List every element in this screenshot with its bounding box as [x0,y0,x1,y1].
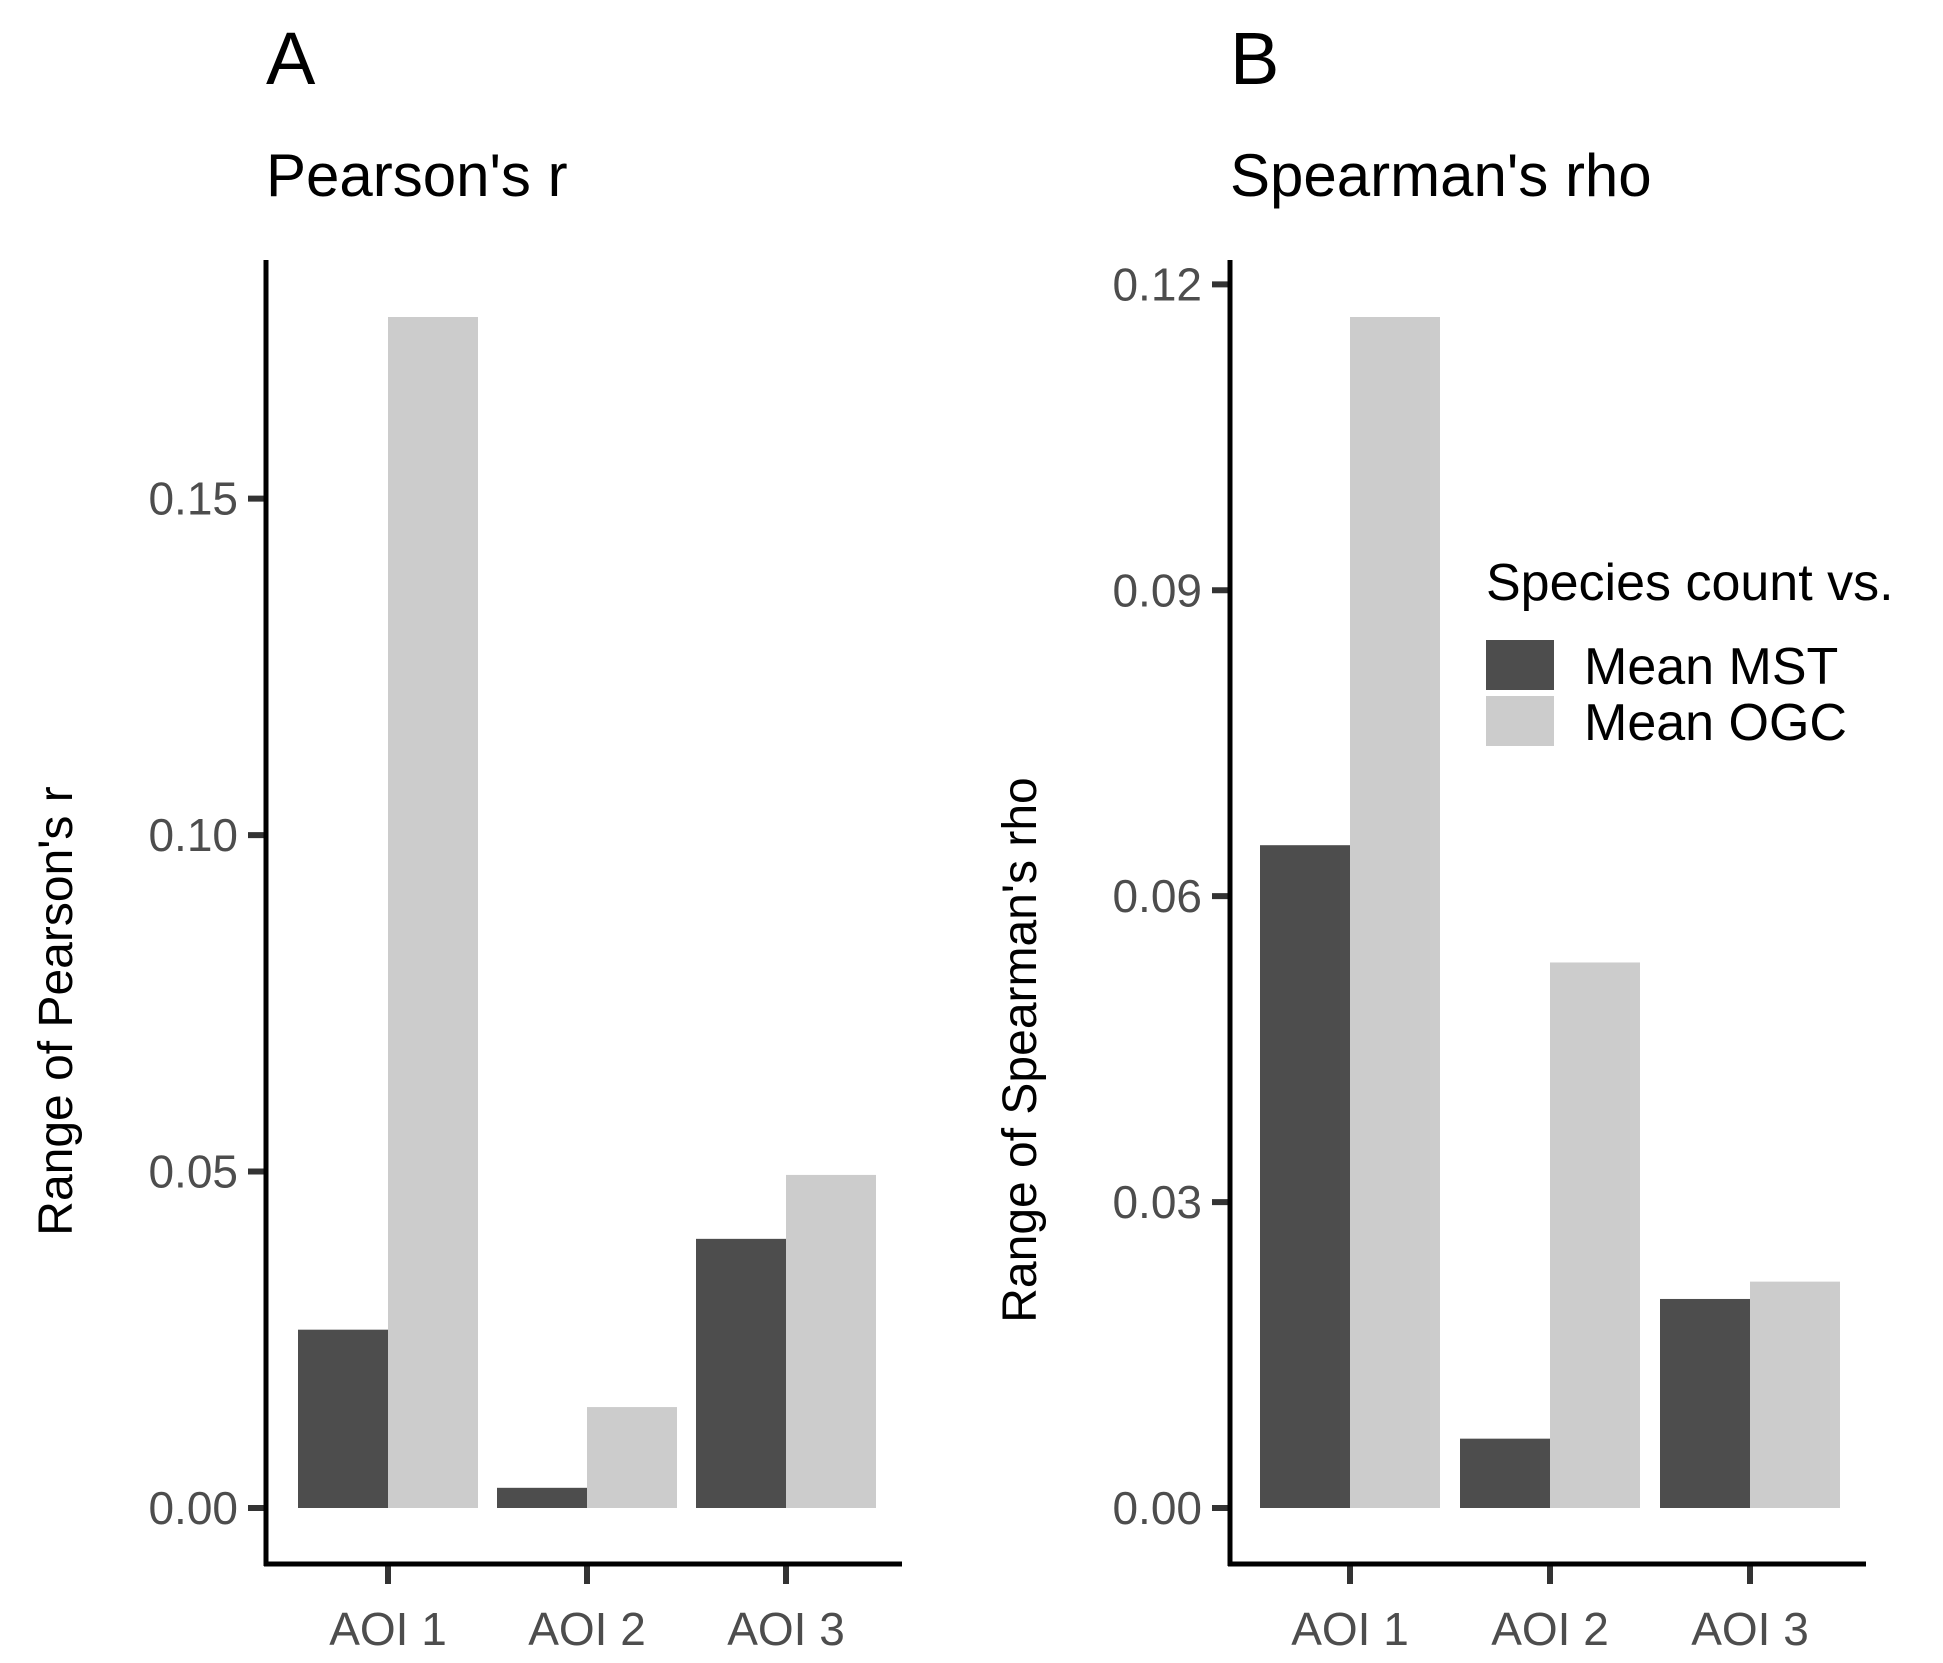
panel-a-bars [298,317,876,1508]
panel-b-y-ticks: 0.00 0.03 0.06 0.09 0.12 [1112,258,1230,1534]
legend-title: Species count vs. [1486,554,1894,612]
bar-ogc-aoi-3 [1750,1281,1840,1508]
bar-ogc-aoi-1 [1350,317,1440,1508]
bar-ogc-aoi-2 [1550,962,1640,1508]
bar-ogc-aoi-2 [587,1407,677,1508]
panel-b-y-axis-title: Range of Spearman's rho [994,777,1047,1322]
bar-ogc-aoi-3 [786,1174,876,1508]
legend-label-ogc: Mean OGC [1584,694,1847,752]
bar-mst-aoi-1 [1260,845,1350,1508]
x-tick-label: AOI 1 [329,1603,447,1655]
legend-swatch-ogc [1486,696,1554,746]
bar-mst-aoi-3 [696,1238,786,1508]
x-tick-label: AOI 3 [1691,1603,1809,1655]
panel-b-bars [1260,317,1840,1508]
legend: Species count vs. Mean MST Mean OGC [1486,554,1894,752]
bar-mst-aoi-3 [1660,1298,1750,1508]
y-tick-label: 0.10 [148,809,238,861]
panel-a: A Pearson's r Range of Pearson's r 0.000… [30,17,902,1655]
panel-b: B Spearman's rho Range of Spearman's rho… [994,17,1894,1655]
panel-a-x-ticks: AOI 1 AOI 2 AOI 3 [329,1564,845,1655]
bar-mst-aoi-2 [1460,1438,1550,1508]
bar-ogc-aoi-1 [388,317,478,1508]
panel-b-x-ticks: AOI 1 AOI 2 AOI 3 [1291,1564,1809,1655]
x-tick-label: AOI 1 [1291,1603,1409,1655]
y-tick-label: 0.09 [1112,564,1202,616]
bar-mst-aoi-2 [497,1487,587,1508]
x-tick-label: AOI 2 [1491,1603,1609,1655]
bar-mst-aoi-1 [298,1329,388,1508]
y-tick-label: 0.12 [1112,258,1202,310]
y-tick-label: 0.03 [1112,1176,1202,1228]
panel-a-y-ticks: 0.00 0.05 0.10 0.15 [148,473,266,1534]
panel-a-y-axis-title: Range of Pearson's r [30,786,83,1235]
y-tick-label: 0.15 [148,473,238,525]
x-tick-label: AOI 2 [528,1603,646,1655]
y-tick-label: 0.05 [148,1146,238,1198]
panel-b-letter: B [1230,17,1279,100]
panel-b-title: Spearman's rho [1230,142,1652,209]
panel-a-letter: A [266,17,316,100]
legend-label-mst: Mean MST [1584,638,1838,696]
legend-swatch-mst [1486,640,1554,690]
y-tick-label: 0.00 [148,1482,238,1534]
panel-a-title: Pearson's r [266,142,568,209]
y-tick-label: 0.06 [1112,870,1202,922]
x-tick-label: AOI 3 [727,1603,845,1655]
y-tick-label: 0.00 [1112,1482,1202,1534]
